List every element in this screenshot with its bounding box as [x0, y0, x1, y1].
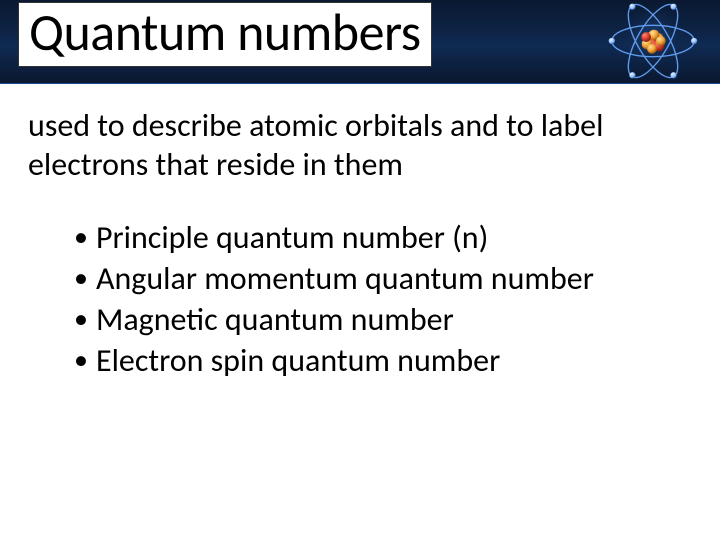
bullet-icon: • — [74, 264, 88, 292]
list-item-label: Principle quantum number (n) — [96, 218, 488, 259]
bullet-icon: • — [74, 223, 88, 251]
atom-icon — [604, 0, 702, 90]
slide-title: Quantum numbers — [29, 5, 421, 60]
list-item-label: Electron spin quantum number — [96, 341, 500, 382]
header-band: Quantum numbers — [0, 0, 720, 84]
bullet-icon: • — [74, 346, 88, 374]
title-box: Quantum numbers — [18, 2, 432, 67]
intro-text: used to describe atomic orbitals and to … — [0, 84, 720, 184]
list-item-label: Angular momentum quantum number — [96, 259, 594, 300]
list-item: • Principle quantum number (n) — [74, 218, 710, 259]
list-item: • Magnetic quantum number — [74, 300, 710, 341]
bullet-icon: • — [74, 305, 88, 333]
list-item-label: Magnetic quantum number — [96, 300, 454, 341]
list-item: • Angular momentum quantum number — [74, 259, 710, 300]
list-item: • Electron spin quantum number — [74, 341, 710, 382]
bullet-list: • Principle quantum number (n) • Angular… — [0, 184, 720, 382]
